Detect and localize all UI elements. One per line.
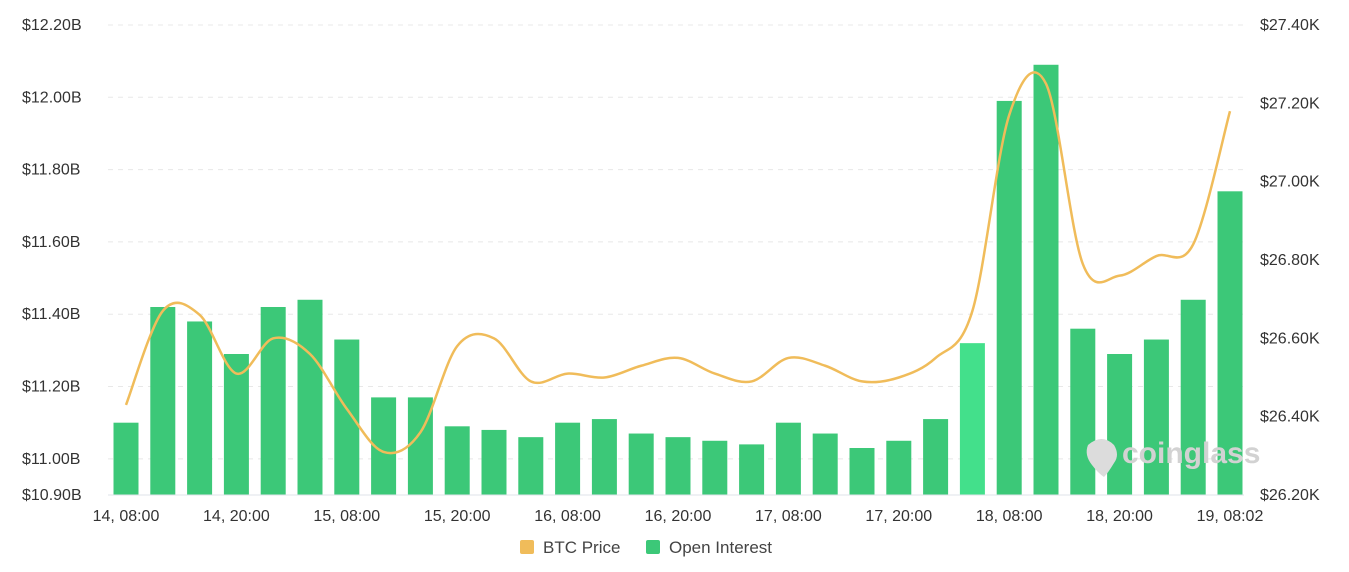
right-tick-label: $27.20K (1260, 95, 1320, 112)
left-tick-label: $11.40B (22, 306, 80, 323)
legend-label-open-interest: Open Interest (669, 538, 772, 557)
legend-swatch-open-interest (646, 540, 660, 554)
left-tick-label: $11.00B (22, 451, 80, 468)
x-tick-label: 18, 20:00 (1086, 508, 1153, 525)
x-tick-label: 19, 08:02 (1197, 508, 1264, 525)
open-interest-bar[interactable] (297, 299, 323, 495)
watermark-text: coinglass (1122, 437, 1260, 470)
left-axis-ticks: $12.20B $12.00B $11.80B $11.60B $11.40B $11.2… (22, 17, 82, 504)
open-interest-bar[interactable] (959, 343, 985, 495)
open-interest-bar[interactable] (665, 437, 691, 495)
left-tick-label: $10.90B (22, 487, 82, 504)
legend-label-btc-price: BTC Price (543, 538, 620, 557)
x-tick-label: 15, 08:00 (313, 508, 380, 525)
open-interest-bar[interactable] (812, 433, 838, 495)
open-interest-bar[interactable] (518, 437, 544, 495)
x-tick-label: 17, 08:00 (755, 508, 822, 525)
legend-swatch-btc-price (520, 540, 534, 554)
open-interest-bar[interactable] (555, 422, 581, 495)
x-axis-ticks: 14, 08:00 14, 20:00 15, 08:00 15, 20:00 16, … (93, 508, 1264, 525)
open-interest-bar[interactable] (775, 422, 801, 495)
left-tick-label: $11.80B (22, 162, 80, 179)
left-tick-label: $11.20B (22, 379, 80, 396)
open-interest-bar[interactable] (628, 433, 654, 495)
x-tick-label: 14, 08:00 (93, 508, 160, 525)
open-interest-bar[interactable] (1180, 299, 1206, 495)
x-tick-label: 14, 20:00 (203, 508, 270, 525)
open-interest-bar[interactable] (113, 422, 139, 495)
x-tick-label: 17, 20:00 (865, 508, 932, 525)
left-tick-label: $12.20B (22, 17, 82, 34)
open-interest-bar[interactable] (1033, 64, 1059, 496)
x-tick-label: 16, 08:00 (534, 508, 601, 525)
right-tick-label: $27.40K (1260, 17, 1320, 34)
legend-item-btc-price[interactable]: BTC Price (520, 538, 620, 557)
open-interest-bar[interactable] (481, 429, 507, 495)
open-interest-bar[interactable] (150, 307, 176, 495)
legend: BTC Price Open Interest (520, 538, 772, 557)
open-interest-bar[interactable] (334, 339, 360, 495)
watermark: coinglass (1086, 437, 1260, 477)
open-interest-bar[interactable] (591, 419, 617, 495)
btc-price-line (124, 71, 1232, 455)
right-tick-label: $26.60K (1260, 330, 1320, 347)
left-tick-label: $11.60B (22, 234, 80, 251)
coinglass-logo-icon (1086, 439, 1117, 477)
open-interest-bar[interactable] (996, 100, 1022, 495)
right-tick-label: $27.00K (1260, 174, 1320, 191)
open-interest-bar[interactable] (739, 444, 765, 495)
open-interest-bar[interactable] (1070, 328, 1096, 495)
right-tick-label: $26.20K (1260, 487, 1320, 504)
open-interest-bar[interactable] (444, 426, 470, 495)
x-tick-label: 18, 08:00 (976, 508, 1043, 525)
legend-item-open-interest[interactable]: Open Interest (646, 538, 772, 557)
open-interest-bar[interactable] (260, 307, 286, 495)
open-interest-bar[interactable] (849, 448, 875, 495)
open-interest-bar[interactable] (1143, 339, 1169, 495)
right-axis-ticks: $27.40K $27.20K $27.00K $26.80K $26.60K $26.4… (1260, 17, 1320, 504)
open-interest-bar[interactable] (923, 419, 949, 495)
open-interest-bar[interactable] (1217, 191, 1243, 496)
right-tick-label: $26.80K (1260, 252, 1320, 269)
right-tick-label: $26.40K (1260, 409, 1320, 426)
open-interest-bar[interactable] (886, 440, 912, 495)
x-tick-label: 15, 20:00 (424, 508, 491, 525)
open-interest-bar[interactable] (702, 440, 728, 495)
open-interest-bar[interactable] (187, 321, 213, 495)
open-interest-bar[interactable] (1107, 354, 1133, 495)
x-tick-label: 16, 20:00 (645, 508, 712, 525)
open-interest-bars (113, 64, 1243, 496)
open-interest-bar[interactable] (223, 354, 249, 495)
left-tick-label: $12.00B (22, 89, 82, 106)
